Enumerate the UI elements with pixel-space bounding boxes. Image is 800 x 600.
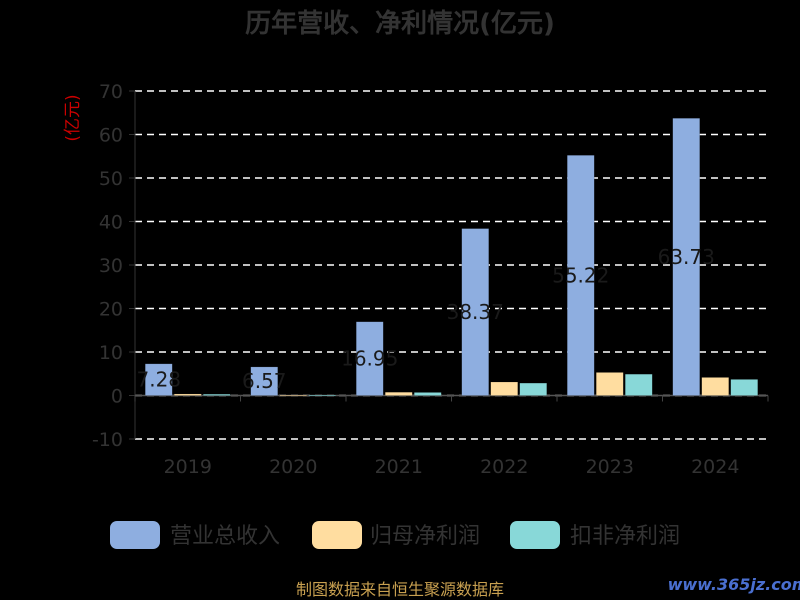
bar	[203, 393, 231, 396]
y-tick-label: 10	[99, 342, 123, 364]
bar	[356, 321, 384, 396]
y-tick-label: 20	[99, 299, 123, 321]
legend-swatch	[312, 521, 362, 549]
bar	[730, 379, 758, 396]
y-tick-label: 30	[99, 255, 123, 277]
legend-swatch	[110, 521, 160, 549]
bar	[625, 373, 653, 396]
bar	[174, 393, 202, 396]
x-tick-label: 2024	[691, 456, 739, 478]
bar	[414, 392, 442, 396]
y-tick-label: 60	[99, 125, 123, 147]
bar	[250, 366, 278, 396]
bar	[145, 363, 173, 396]
bar	[461, 228, 489, 396]
y-tick-label: 40	[99, 212, 123, 234]
bar	[490, 381, 518, 396]
data-label: 38.37	[447, 300, 504, 324]
data-label: 63.73	[658, 245, 715, 269]
x-tick-label: 2020	[269, 456, 317, 478]
bar	[519, 382, 547, 396]
axes: -10 0 10 20 30 40 50 60 70 2019 2020 2021 2022 2023 20…	[92, 81, 769, 478]
bars	[145, 118, 758, 397]
data-label: 55.22	[552, 263, 609, 287]
y-tick-label: 0	[111, 386, 123, 408]
legend-label: 营业总收入	[170, 524, 280, 549]
x-tick-label: 2021	[375, 456, 423, 478]
chart-title: 历年营收、净利情况(亿元)	[245, 8, 555, 39]
x-tick-label: 2019	[164, 456, 212, 478]
watermark: www.365jz.com	[668, 575, 800, 594]
x-tick-label: 2022	[480, 456, 528, 478]
data-label: 16.95	[341, 347, 398, 371]
bar	[701, 377, 729, 396]
bar	[672, 118, 700, 396]
legend-label: 归母净利润	[370, 524, 480, 549]
bar	[567, 155, 595, 396]
bar	[279, 395, 307, 397]
y-axis-label: (亿元)	[63, 94, 83, 141]
bar	[308, 394, 336, 397]
legend: 营业总收入 归母净利润 扣非净利润	[110, 521, 680, 549]
y-tick-label: -10	[92, 429, 123, 451]
bar	[596, 372, 624, 396]
data-label: 7.28	[136, 368, 181, 392]
y-tick-label: 50	[99, 168, 123, 190]
bar	[385, 391, 413, 396]
legend-swatch	[510, 521, 560, 549]
y-tick-label: 70	[99, 81, 123, 103]
legend-label: 扣非净利润	[570, 524, 680, 549]
data-labels: 7.28 6.57 16.95 38.37 55.22 63.73	[136, 245, 714, 393]
x-tick-label: 2023	[586, 456, 634, 478]
data-label: 6.57	[242, 369, 287, 393]
source-note: 制图数据来自恒生聚源数据库	[296, 580, 504, 599]
